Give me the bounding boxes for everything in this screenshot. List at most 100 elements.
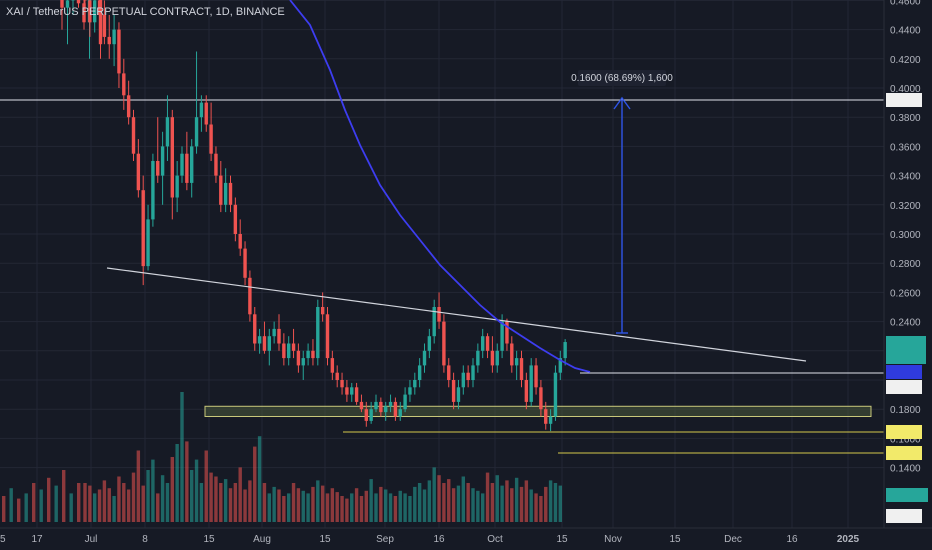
candle: [437, 307, 441, 322]
volume-bar: [262, 483, 267, 522]
volume-bar: [345, 498, 349, 522]
candle: [505, 321, 509, 344]
volume-bar: [291, 483, 296, 522]
volume-bar: [272, 486, 276, 522]
volume-bar: [495, 475, 499, 522]
volume-bar: [379, 486, 383, 522]
candle: [388, 401, 393, 407]
trendline: [106, 267, 807, 362]
candle: [461, 372, 465, 388]
candle: [393, 401, 398, 417]
candle: [316, 307, 320, 359]
volume-bar: [32, 483, 36, 522]
candle: [558, 358, 562, 373]
volume-bar: [398, 490, 402, 522]
candle: [228, 182, 233, 205]
volume-bar: [77, 483, 81, 522]
time-tick: 15: [0, 534, 6, 545]
candle: [107, 36, 111, 45]
candle: [219, 175, 223, 205]
candle: [160, 146, 165, 176]
volume-bar: [456, 485, 461, 522]
price-tick: 0.4200: [890, 55, 921, 66]
time-tick: 16: [433, 534, 445, 545]
candle: [291, 343, 296, 351]
candle: [427, 336, 432, 351]
candle: [514, 358, 519, 366]
candle: [403, 394, 407, 410]
volume-bar: [267, 493, 271, 522]
volume-bar: [112, 496, 116, 522]
volume-bar: [209, 472, 213, 522]
volume-bar: [316, 480, 320, 522]
candle: [364, 409, 368, 421]
candle: [126, 95, 131, 118]
candle: [248, 277, 252, 315]
candle: [335, 372, 339, 380]
candle: [170, 117, 174, 198]
candle: [190, 146, 194, 183]
volume-bar: [408, 496, 412, 522]
volume-bar: [466, 483, 470, 522]
time-tick: Nov: [604, 534, 622, 545]
volume-bar: [277, 489, 281, 522]
candle: [466, 372, 470, 380]
candle: [141, 190, 145, 267]
candle: [233, 204, 238, 234]
volume-bar: [384, 489, 388, 522]
volume-bar: [160, 475, 165, 522]
yellow1-price-tag-bg: [886, 425, 922, 439]
candle: [408, 387, 412, 395]
volume-bar: [369, 479, 373, 522]
volume-bar: [204, 450, 208, 522]
candle: [432, 307, 436, 337]
candle: [340, 380, 344, 388]
candle: [102, 15, 107, 37]
candle: [214, 153, 218, 176]
level2-price-tag-bg: [886, 380, 922, 394]
time-tick: 2025: [837, 534, 860, 545]
candle: [223, 182, 228, 205]
moving-average-line: [289, 0, 591, 373]
volume-bar: [88, 485, 92, 522]
candle: [500, 321, 504, 351]
volume-bar: [354, 488, 359, 522]
candle: [529, 365, 533, 402]
candle: [417, 365, 422, 380]
support-zone: [204, 405, 872, 417]
candle: [359, 401, 364, 410]
price-tick: 0.1800: [890, 405, 921, 416]
volume-bar: [243, 489, 247, 522]
candle: [88, 0, 92, 23]
measure-label: 0.1600 (68.69%) 1,600: [571, 73, 673, 84]
volume-bar: [136, 450, 141, 522]
candle: [447, 365, 451, 380]
volume-bar: [194, 459, 199, 522]
price-tick: 0.3400: [890, 172, 921, 183]
candle: [345, 387, 349, 395]
volume-bar: [417, 483, 422, 522]
volume-bar: [156, 493, 160, 522]
candle: [330, 358, 335, 373]
volume-bar: [447, 479, 451, 522]
candle: [131, 117, 136, 154]
candle: [306, 350, 310, 359]
price-tick: 0.4000: [890, 84, 921, 95]
volume-bar: [427, 480, 432, 522]
volume-bar: [165, 483, 170, 522]
chart-title: XAI / TetherUS PERPETUAL CONTRACT, 1D, B…: [6, 6, 285, 18]
candle: [194, 117, 199, 147]
candle: [485, 336, 490, 351]
price-tick: 0.1400: [890, 464, 921, 475]
price-tick: 0.3800: [890, 113, 921, 124]
candle: [238, 234, 242, 249]
candle: [277, 328, 281, 344]
volume-bar: [359, 496, 364, 522]
volume-bar: [296, 488, 301, 522]
candle: [471, 365, 475, 380]
volume-bar: [505, 480, 509, 522]
candle: [199, 102, 204, 118]
candle: [374, 401, 378, 410]
volume-bar: [553, 483, 558, 522]
